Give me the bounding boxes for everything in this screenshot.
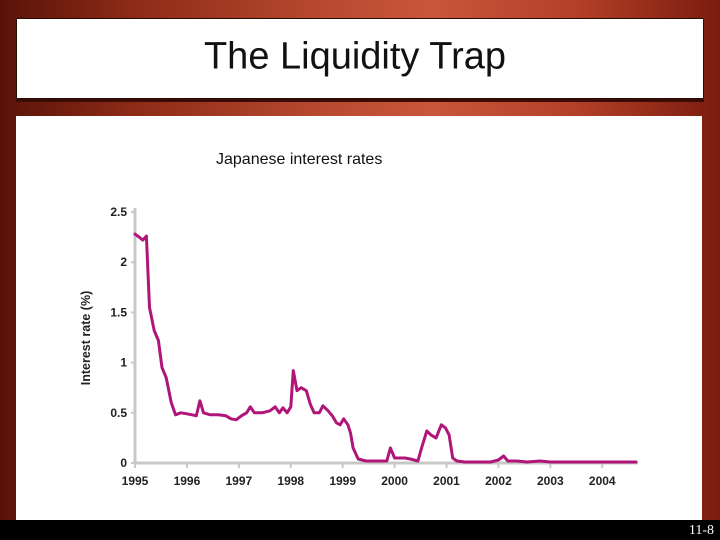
y-tick-label: 0.5 (110, 406, 127, 420)
y-tick-label: 2 (120, 255, 127, 269)
y-tick-label: 2.5 (110, 205, 127, 219)
interest-rate-chart: 0 0.5 1 1.5 2 2.5 1995 1996 1997 1998 1999 2000 2001… (79, 205, 638, 488)
y-tick-label: 1.5 (110, 305, 127, 319)
title-box: The Liquidity Trap (16, 18, 704, 99)
axes (131, 208, 638, 468)
series-layer (133, 232, 638, 464)
slide-number: 11-8 (688, 523, 714, 538)
interest-rate-line (133, 232, 638, 464)
x-tick-label: 1997 (225, 474, 252, 488)
content-panel: Japanese interest rates 0 0.5 1 1.5 2 2.5 1995… (16, 116, 702, 520)
y-tick-label: 0 (120, 456, 127, 470)
x-tick-label: 1995 (122, 474, 149, 488)
x-tick-label: 2001 (433, 474, 460, 488)
footer-bar: 11-8 (0, 520, 720, 540)
x-tick-label: 1998 (277, 474, 304, 488)
y-tick-label: 1 (120, 356, 127, 370)
x-tick-label: 2003 (537, 474, 564, 488)
x-tick-label: 1996 (174, 474, 201, 488)
x-tick-label: 2004 (589, 474, 616, 488)
x-tick-label: 1999 (329, 474, 356, 488)
x-tick-label: 2000 (381, 474, 408, 488)
x-tick-label: 2002 (485, 474, 512, 488)
tick-labels: 0 0.5 1 1.5 2 2.5 1995 1996 1997 1998 1999 2000 2001… (110, 205, 616, 488)
slide-title: The Liquidity Trap (203, 35, 507, 78)
y-axis-label: Interest rate (%) (79, 291, 93, 385)
chart-title: Japanese interest rates (216, 151, 383, 168)
